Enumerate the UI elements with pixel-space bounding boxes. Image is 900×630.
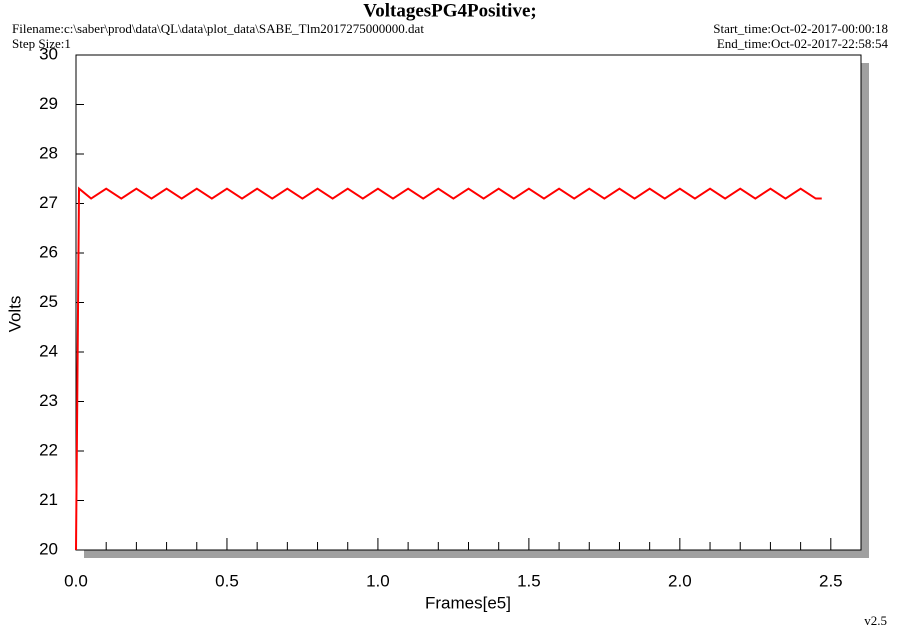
- y-tick-label: 23: [39, 391, 58, 410]
- x-tick-label: 1.0: [366, 571, 390, 590]
- y-tick-label: 26: [39, 242, 58, 261]
- y-axis-label: Volts: [5, 296, 24, 333]
- x-axis-label: Frames[e5]: [425, 593, 511, 612]
- y-tick-label: 24: [39, 341, 58, 360]
- y-tick-label: 28: [39, 143, 58, 162]
- y-tick-label: 30: [39, 44, 58, 63]
- y-tick-label: 27: [39, 193, 58, 212]
- chart-title: VoltagesPG4Positive;: [363, 0, 536, 21]
- x-tick-label: 2.5: [819, 571, 843, 590]
- step-size: Step Size:1: [12, 36, 71, 51]
- x-tick-label: 0.0: [64, 571, 88, 590]
- start-time: Start_time:Oct-02-2017-00:00:18: [713, 21, 888, 36]
- filename: Filename:c:\saber\prod\data\QL\data\plot…: [12, 21, 424, 36]
- y-tick-label: 20: [39, 539, 58, 558]
- x-tick-label: 1.5: [517, 571, 541, 590]
- y-tick-label: 21: [39, 490, 58, 509]
- x-tick-label: 2.0: [668, 571, 692, 590]
- x-tick-label: 0.5: [215, 571, 239, 590]
- version: v2.5: [864, 613, 887, 628]
- y-tick-label: 25: [39, 292, 58, 311]
- end-time: End_time:Oct-02-2017-22:58:54: [717, 36, 889, 51]
- data-line: [75, 186, 822, 551]
- y-tick-label: 29: [39, 94, 58, 113]
- plot-area: [75, 54, 862, 551]
- y-tick-label: 22: [39, 440, 58, 459]
